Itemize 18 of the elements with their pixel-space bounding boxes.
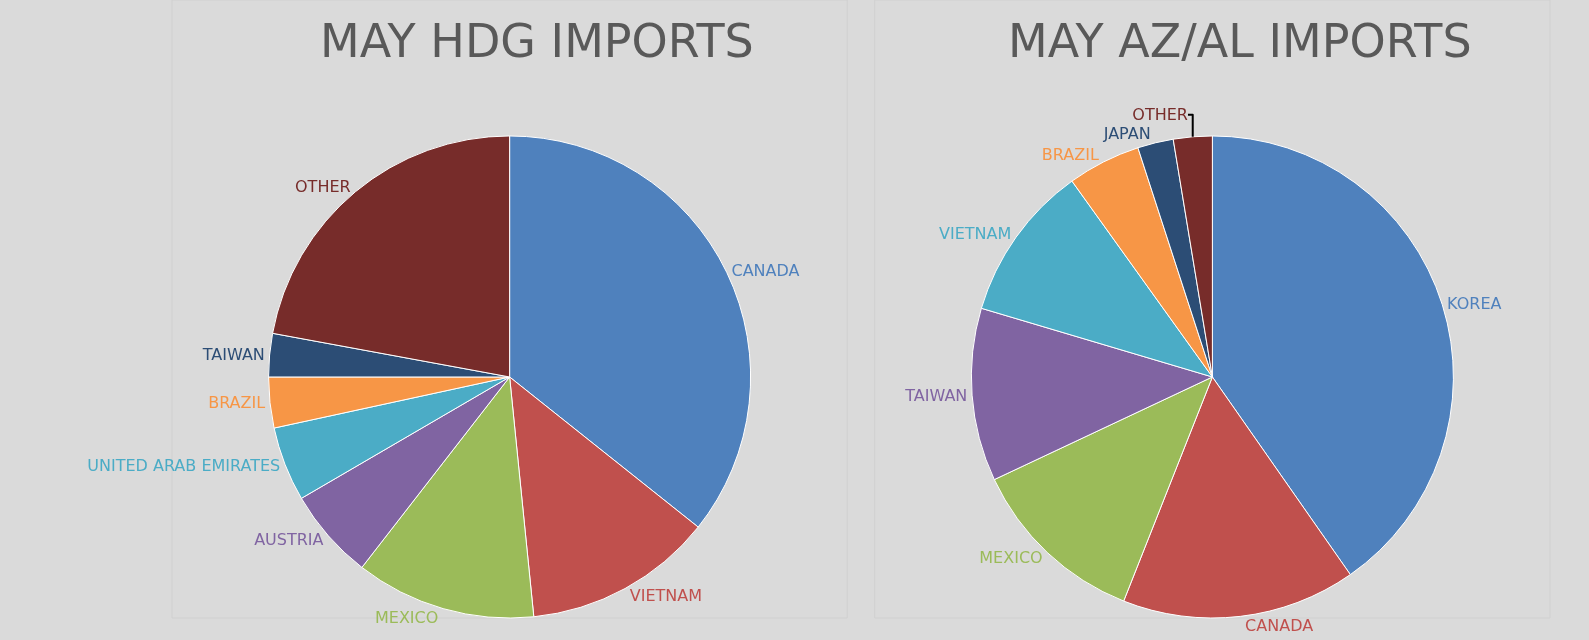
slice-label: MEXICO — [979, 548, 1043, 568]
slice-label: BRAZIL — [208, 393, 266, 413]
chart-title: MAY HDG IMPORTS — [320, 14, 754, 68]
slice-label: KOREA — [1447, 294, 1502, 314]
slice-label: OTHER — [1132, 105, 1188, 125]
slice-label: AUSTRIA — [254, 530, 324, 550]
slice-label: CANADA — [731, 261, 800, 281]
slice-label: TAIWAN — [904, 385, 968, 405]
slice-label: TAIWAN — [201, 345, 265, 365]
slice-label: OTHER — [295, 176, 351, 196]
slice-label: JAPAN — [1102, 124, 1151, 144]
slice-label: VIETNAM — [629, 586, 703, 606]
slice-label: VIETNAM — [939, 224, 1012, 244]
slice-label: CANADA — [1245, 616, 1314, 636]
slice-label: BRAZIL — [1041, 144, 1099, 164]
slice-label: MEXICO — [374, 607, 439, 627]
chart-title: MAY AZ/AL IMPORTS — [1008, 14, 1472, 68]
slice-label: UNITED ARAB EMIRATES — [87, 456, 281, 476]
